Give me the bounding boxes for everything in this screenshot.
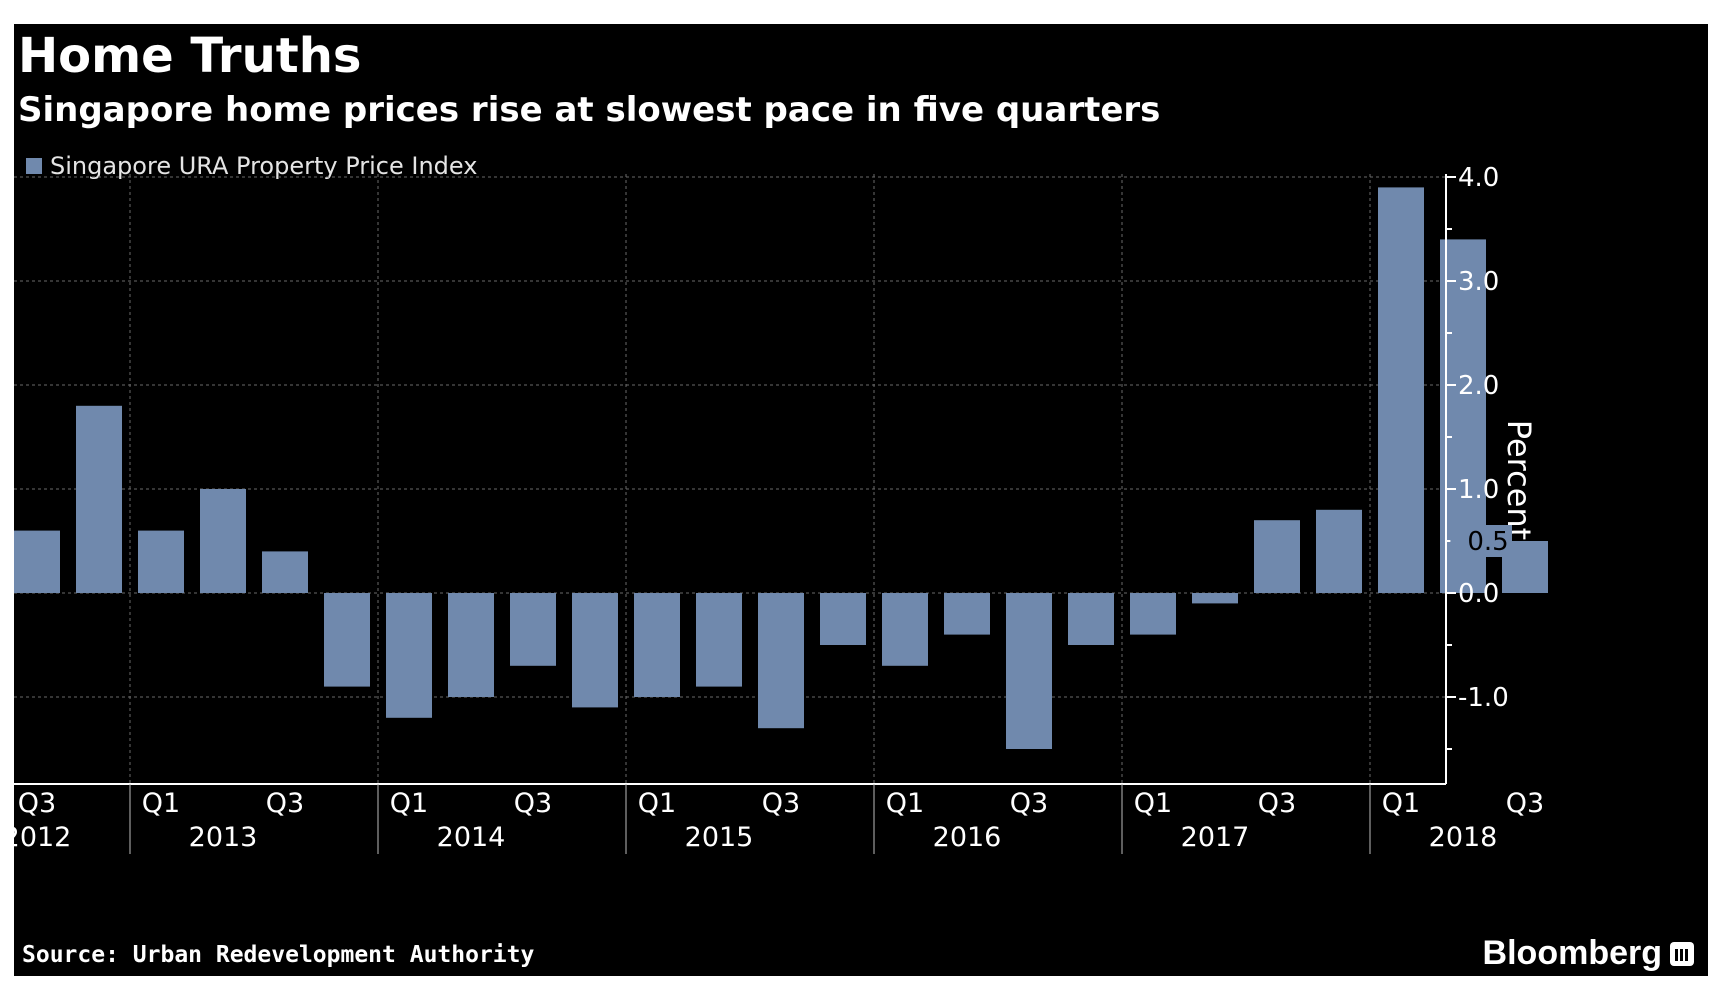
legend-label: Singapore URA Property Price Index — [50, 152, 478, 180]
x-tick-label: Q1 — [886, 788, 924, 819]
chart-subtitle: Singapore home prices rise at slowest pa… — [18, 90, 1161, 130]
bar — [572, 593, 618, 708]
bloomberg-terminal-icon — [1670, 941, 1694, 966]
x-year-label: 2018 — [1429, 822, 1498, 853]
last-value-callout — [1450, 525, 1512, 557]
bar-chart: -1.00.01.02.03.04.0Percent0.5Q32012Q1201… — [14, 163, 1548, 854]
y-tick-label: 3.0 — [1458, 267, 1499, 297]
bar — [1006, 593, 1052, 749]
bar — [1378, 187, 1424, 593]
y-tick-label: 1.0 — [1458, 475, 1499, 505]
x-tick-label: Q3 — [1258, 788, 1296, 819]
chart-title: Home Truths — [18, 28, 362, 84]
y-tick-label: 4.0 — [1458, 163, 1499, 193]
x-year-label: 2016 — [933, 822, 1002, 853]
x-tick-label: Q1 — [638, 788, 676, 819]
legend: Singapore URA Property Price Index — [26, 152, 477, 180]
bar — [1254, 520, 1300, 593]
bar — [386, 593, 432, 718]
bar — [1130, 593, 1176, 635]
x-year-label: 2013 — [189, 822, 258, 853]
x-tick-label: Q1 — [390, 788, 428, 819]
bar — [510, 593, 556, 666]
bar — [820, 593, 866, 645]
x-tick-label: Q1 — [1382, 788, 1420, 819]
x-tick-label: Q1 — [1134, 788, 1172, 819]
bar — [944, 593, 990, 635]
brand-name: Bloomberg — [1482, 934, 1662, 972]
y-axis-label: Percent — [1500, 420, 1538, 540]
x-year-label: 2014 — [437, 822, 506, 853]
x-tick-label: Q1 — [142, 788, 180, 819]
bar — [200, 489, 246, 593]
y-tick-label: 0.0 — [1458, 579, 1499, 609]
x-tick-label: Q3 — [18, 788, 56, 819]
bar — [14, 530, 60, 593]
brand-logo: Bloomberg — [1483, 934, 1694, 973]
last-value-label: 0.5 — [1467, 527, 1508, 557]
x-tick-label: Q3 — [266, 788, 304, 819]
bar — [882, 593, 928, 666]
x-tick-label: Q3 — [1010, 788, 1048, 819]
bar — [448, 593, 494, 697]
x-year-label: 2015 — [685, 822, 754, 853]
x-year-label: 2017 — [1181, 822, 1250, 853]
y-tick-label: -1.0 — [1458, 683, 1509, 713]
legend-swatch — [26, 158, 42, 174]
x-tick-label: Q3 — [1506, 788, 1544, 819]
bar — [1316, 509, 1362, 593]
x-tick-label: Q3 — [762, 788, 800, 819]
y-tick-label: 2.0 — [1458, 371, 1499, 401]
bar — [324, 593, 370, 687]
x-tick-label: Q3 — [514, 788, 552, 819]
x-year-label: 2012 — [14, 822, 71, 853]
bar — [76, 405, 122, 593]
bar — [634, 593, 680, 697]
bar — [1192, 593, 1238, 604]
bar — [696, 593, 742, 687]
bar — [1068, 593, 1114, 645]
bar — [758, 593, 804, 729]
chart-panel: Home Truths Singapore home prices rise a… — [14, 24, 1708, 976]
source-note: Source: Urban Redevelopment Authority — [22, 942, 535, 968]
bar — [138, 530, 184, 593]
bar — [262, 551, 308, 593]
